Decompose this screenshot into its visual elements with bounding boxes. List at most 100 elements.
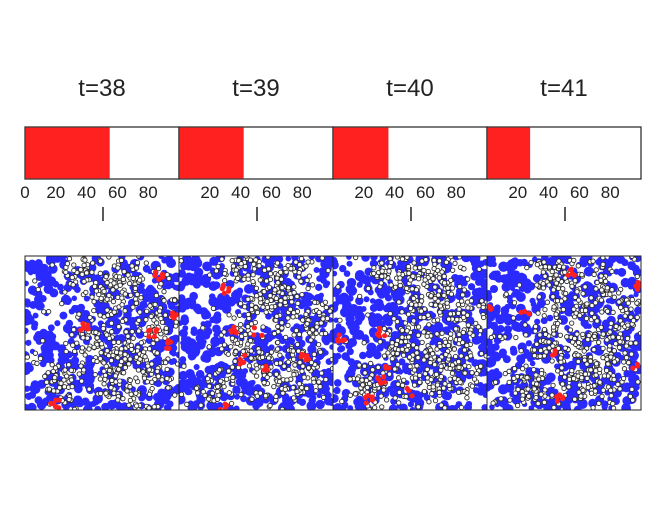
particle-dark xyxy=(519,396,526,402)
particle-blue xyxy=(217,336,226,345)
particle-dark xyxy=(432,284,438,290)
particle-dark xyxy=(411,367,418,373)
particle-dark xyxy=(379,273,385,279)
particle-dark xyxy=(261,289,267,295)
particle-blue xyxy=(25,385,31,392)
particle-blue xyxy=(121,402,129,410)
particle-blue xyxy=(175,384,179,390)
particle-red xyxy=(233,330,239,336)
particle-dark xyxy=(582,284,588,290)
particle-dark xyxy=(417,264,423,271)
particle-blue xyxy=(180,316,190,326)
particle-blue xyxy=(406,316,412,322)
particle-red xyxy=(259,332,265,338)
particle-dark xyxy=(63,340,69,346)
particle-dark xyxy=(59,300,65,307)
particle-dark xyxy=(421,267,427,274)
snapshot-panel-3 xyxy=(333,256,487,410)
particle-dark xyxy=(290,348,296,354)
particle-dark xyxy=(438,374,444,380)
particle-red xyxy=(335,338,341,344)
particle-dark xyxy=(165,385,171,391)
particle-dark xyxy=(575,352,581,358)
particle-dark xyxy=(133,375,139,381)
particle-dark xyxy=(589,310,595,316)
particle-dark xyxy=(542,306,548,313)
particle-dark xyxy=(299,292,305,298)
particle-dark xyxy=(159,377,165,383)
particle-dark xyxy=(460,292,466,298)
particle-dark xyxy=(267,271,274,277)
particle-dark xyxy=(600,331,606,337)
particle-blue xyxy=(183,336,190,342)
particle-red xyxy=(630,365,636,371)
particle-dark xyxy=(395,381,401,387)
particle-dark xyxy=(563,290,569,297)
particle-dark xyxy=(628,340,634,346)
particle-blue xyxy=(313,266,320,274)
particle-dark xyxy=(267,293,273,299)
particle-dark xyxy=(392,395,398,401)
particle-dark xyxy=(296,381,302,387)
particle-dark xyxy=(456,256,463,260)
particle-dark xyxy=(308,337,314,343)
particle-dark xyxy=(83,289,89,296)
particle-blue xyxy=(305,292,313,300)
particle-dark xyxy=(25,354,30,360)
particle-dark xyxy=(362,370,368,376)
particle-blue xyxy=(27,285,38,295)
particle-dark xyxy=(587,358,594,364)
particle-dark xyxy=(417,379,423,385)
particle-blue xyxy=(219,392,229,402)
particle-dark xyxy=(271,331,278,337)
particle-dark xyxy=(68,377,75,383)
particle-dark xyxy=(576,382,583,388)
particle-dark xyxy=(66,396,72,403)
particle-dark xyxy=(534,381,540,387)
particle-dark xyxy=(414,363,420,369)
particle-dark xyxy=(43,379,50,385)
particle-dark xyxy=(108,384,114,391)
particle-blue xyxy=(515,292,526,302)
tick-label: 60 xyxy=(416,183,435,202)
particle-dark xyxy=(616,290,622,296)
particle-dark xyxy=(49,262,55,268)
particle-dark xyxy=(571,335,578,342)
particle-dark xyxy=(324,315,330,322)
particle-dark xyxy=(628,306,634,312)
particle-dark xyxy=(91,298,97,305)
particle-dark xyxy=(166,275,172,282)
particle-blue xyxy=(39,328,48,337)
particle-red xyxy=(85,326,91,332)
particle-dark xyxy=(155,373,161,379)
particle-dark xyxy=(136,277,143,283)
particle-blue xyxy=(62,323,73,334)
particle-dark xyxy=(399,309,405,315)
particle-dark xyxy=(394,256,401,260)
particle-dark xyxy=(469,369,475,376)
particle-dark xyxy=(576,297,582,303)
particle-dark xyxy=(127,397,134,404)
particle-dark xyxy=(628,314,634,320)
particle-dark xyxy=(621,359,627,365)
particle-dark xyxy=(465,305,471,311)
particle-blue xyxy=(174,284,179,292)
particle-blue xyxy=(634,306,641,314)
particle-dark xyxy=(533,395,539,401)
particle-blue xyxy=(510,292,517,298)
particle-red xyxy=(219,286,225,292)
particle-dark xyxy=(604,308,611,314)
particle-blue xyxy=(356,281,363,288)
particle-dark xyxy=(519,366,526,372)
particle-dark xyxy=(122,364,128,371)
particle-red xyxy=(568,266,575,272)
particle-blue xyxy=(476,386,486,396)
particle-dark xyxy=(361,340,367,346)
particle-red xyxy=(160,274,166,280)
particle-dark xyxy=(556,263,563,270)
particle-dark xyxy=(265,256,271,260)
particle-dark xyxy=(428,301,434,308)
particle-red xyxy=(557,392,563,398)
particle-red xyxy=(635,363,641,369)
particle-blue xyxy=(470,271,480,281)
